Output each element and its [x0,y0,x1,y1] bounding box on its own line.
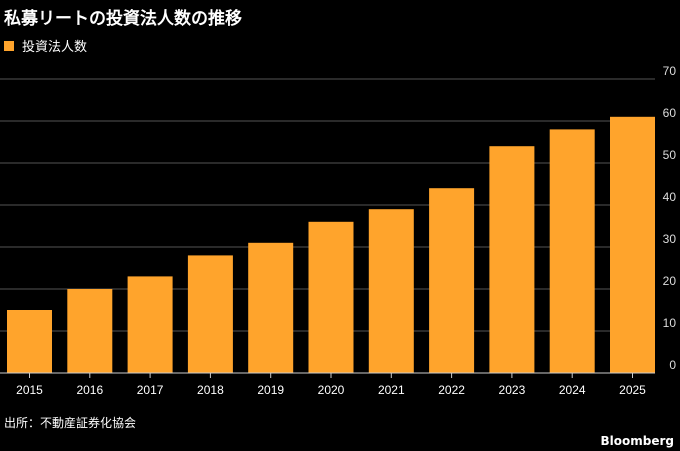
x-tick-label: 2021 [378,383,405,397]
legend-label: 投資法人数 [22,40,88,55]
y-tick-label: 30 [663,232,677,246]
bar-2023 [489,146,535,373]
x-tick-label: 2016 [76,383,103,397]
bar-2025 [610,116,655,374]
x-tick-label: 2019 [257,383,284,397]
bar-2016 [67,289,113,373]
x-tick-label: 2017 [137,383,164,397]
legend-swatch [4,40,14,51]
x-tick-label: 2020 [318,383,345,397]
y-tick-label: 0 [669,358,676,372]
bar-2021 [368,209,414,373]
bar-2020 [308,221,354,373]
y-tick-label: 10 [663,316,677,330]
y-tick-label: 60 [663,106,677,120]
y-tick-label: 50 [663,148,677,162]
bar-2019 [248,242,294,373]
bar-2024 [549,129,595,373]
legend: 投資法人数 [4,36,87,55]
y-tick-label: 70 [663,64,677,78]
x-tick-label: 2015 [16,383,43,397]
chart-title: 私募リートの投資法人数の推移 [4,9,242,29]
x-tick-label: 2025 [619,383,646,397]
x-tick-label: 2024 [559,383,586,397]
bar-2015 [7,310,52,373]
bloomberg-logo: Bloomberg [600,434,675,448]
bar-2017 [127,276,173,373]
y-tick-label: 20 [663,274,677,288]
y-tick-label: 40 [663,190,677,204]
source-note: 出所：不動産証券化協会 [4,416,137,430]
x-tick-label: 2023 [499,383,526,397]
bar-2018 [187,255,233,373]
x-tick-label: 2022 [438,383,465,397]
bar-2022 [429,188,475,373]
x-tick-label: 2018 [197,383,224,397]
